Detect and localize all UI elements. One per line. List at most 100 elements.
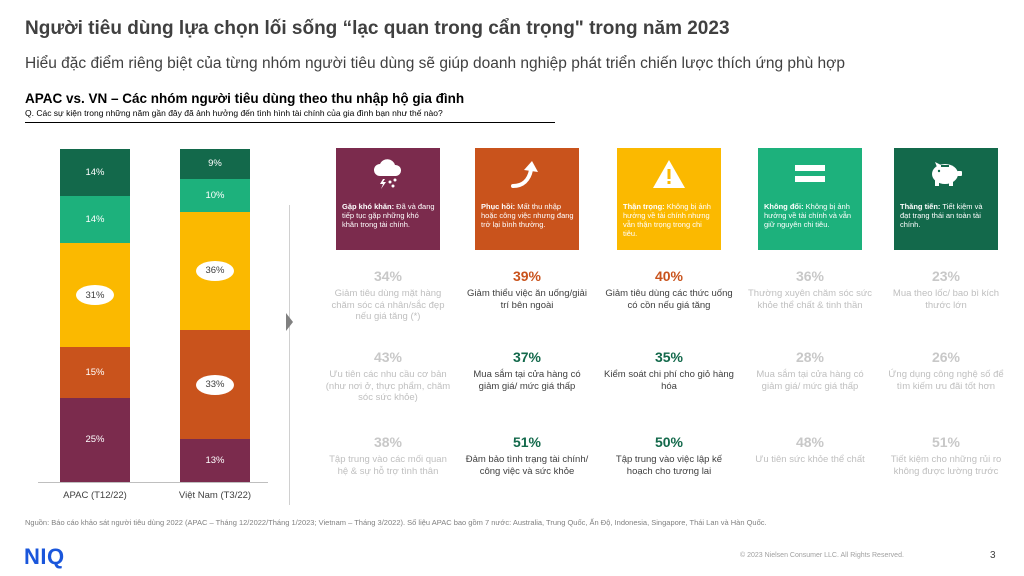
group-name: Gặp khó khăn: — [342, 202, 395, 211]
group-stat: 37% Mua sắm tại cửa hàng có giảm giá/ mức… — [462, 349, 592, 392]
stat-percentage: 36% — [795, 268, 825, 284]
bar-segment: 15% — [60, 347, 130, 398]
stat-description: Giảm tiêu dùng các thức uống có cồn nếu … — [605, 288, 733, 311]
group-card: Thăng tiến: Tiết kiệm và đạt trạng thái … — [894, 148, 998, 250]
section-underline — [25, 122, 555, 123]
stat-description: Mua sắm tại cửa hàng có giảm giá/ mức gi… — [473, 369, 581, 392]
niq-logo: NIQ — [24, 544, 65, 569]
stat-percentage: 51% — [512, 434, 542, 450]
stat-percentage: 50% — [654, 434, 684, 450]
stat-percentage: 26% — [931, 349, 961, 365]
group-stat: 48% Ưu tiên sức khỏe thể chất — [745, 434, 875, 466]
stat-percentage: 23% — [931, 268, 961, 284]
bar-axis-line — [38, 482, 268, 483]
stat-percentage: 39% — [512, 268, 542, 284]
bar-segment: 13% — [180, 439, 250, 482]
stat-description: Thường xuyên chăm sóc sức khỏe thể chất … — [747, 288, 873, 311]
group-stat: 51% Đảm bảo tình trạng tài chính/ công vi… — [462, 434, 592, 477]
group-stat: 26% Ứng dụng công nghệ số để tìm kiếm ưu … — [881, 349, 1011, 392]
group-definition: Không bị ảnh hưởng về tài chính và vẫn g… — [764, 202, 852, 229]
stat-percentage: 37% — [512, 349, 542, 365]
bar-segment: 14% — [60, 196, 130, 244]
bar-segment: 36% — [180, 211, 250, 331]
stat-percentage: 35% — [654, 349, 684, 365]
group-stat: 43% Ưu tiên các nhu cầu cơ bản (như nơi ở… — [323, 349, 453, 404]
bar-value-label: 31% — [76, 285, 114, 306]
stat-description: Giảm thiểu việc ăn uống/giải trí bên ngo… — [467, 288, 587, 311]
divider-arrow — [286, 313, 293, 331]
bar-value-label: 36% — [196, 260, 234, 281]
stat-description: Tập trung vào việc lập kế hoạch cho tươn… — [615, 454, 723, 477]
divider-line — [289, 205, 290, 505]
group-name: Thận trọng: — [623, 202, 665, 211]
source-footnote: Nguồn: Báo cáo khảo sát người tiêu dùng … — [25, 518, 767, 527]
group-name: Phục hồi: — [481, 202, 516, 211]
section-title: APAC vs. VN – Các nhóm người tiêu dùng t… — [25, 91, 465, 106]
stat-description: Tập trung vào các mối quan hệ & sự hỗ tr… — [329, 454, 447, 477]
group-stat: 51% Tiết kiệm cho những rủi ro không được… — [881, 434, 1011, 477]
bar-segment: 10% — [180, 178, 250, 212]
stat-description: Ưu tiên sức khỏe thể chất — [755, 454, 865, 465]
equals-icon — [758, 154, 862, 194]
group-description: Phục hồi: Mất thu nhập hoặc công việc nh… — [481, 202, 575, 229]
stat-description: Đảm bảo tình trạng tài chính/ công việc … — [465, 454, 589, 477]
group-card: Phục hồi: Mất thu nhập hoặc công việc nh… — [475, 148, 579, 250]
stat-percentage: 40% — [654, 268, 684, 284]
page-title: Người tiêu dùng lựa chọn lối sống “lạc q… — [25, 18, 730, 39]
group-stat: 28% Mua sắm tại cửa hàng có giảm giá/ mức… — [745, 349, 875, 392]
stat-description: Giảm tiêu dùng mặt hàng chăm sóc cá nhân… — [331, 288, 445, 322]
stat-description: Ưu tiên các nhu cầu cơ bản (như nơi ở, t… — [325, 369, 451, 403]
bar-segment: 9% — [180, 149, 250, 179]
group-stat: 34% Giảm tiêu dùng mặt hàng chăm sóc cá n… — [323, 268, 453, 323]
group-stat: 50% Tập trung vào việc lập kế hoạch cho t… — [604, 434, 734, 477]
group-name: Không đổi: — [764, 202, 804, 211]
page-number: 3 — [990, 550, 996, 561]
bar-column: 13% 33% 36% 10% 9% — [180, 149, 250, 482]
group-stat: 38% Tập trung vào các mối quan hệ & sự hỗ… — [323, 434, 453, 477]
group-card: Không đổi: Không bị ảnh hưởng về tài chí… — [758, 148, 862, 250]
bar-column: 25% 15% 31% 14% 14% — [60, 149, 130, 482]
bar-category-label: APAC (T12/22) — [63, 490, 127, 501]
bar-value-label: 9% — [208, 158, 222, 170]
group-card: Gặp khó khăn: Đã và đang tiếp tục gặp nh… — [336, 148, 440, 250]
bar-segment: 31% — [60, 243, 130, 348]
stat-description: Mua theo lốc/ bao bì kích thước lớn — [892, 288, 1000, 311]
survey-question: Q. Các sự kiện trong những năm gần đây đ… — [25, 108, 443, 118]
bar-segment: 14% — [60, 149, 130, 197]
group-definition: Không bị ảnh hưởng về tài chính nhưng vẫ… — [623, 202, 711, 238]
group-description: Thận trọng: Không bị ảnh hưởng về tài ch… — [623, 202, 717, 238]
bar-value-label: 15% — [85, 367, 105, 379]
copyright-text: © 2023 Nielsen Consumer LLC. All Rights … — [740, 552, 904, 559]
group-definition: Mất thu nhập hoặc công việc nhưng đang t… — [481, 202, 574, 229]
stat-description: Tiết kiệm cho những rủi ro không được lư… — [890, 454, 1002, 477]
stat-percentage: 38% — [373, 434, 403, 450]
stat-percentage: 34% — [373, 268, 403, 284]
bar-value-label: 14% — [85, 214, 105, 226]
group-description: Thăng tiến: Tiết kiệm và đạt trạng thái … — [900, 202, 994, 229]
bar-value-label: 33% — [196, 374, 234, 395]
bar-value-label: 13% — [205, 455, 225, 467]
group-stat: 23% Mua theo lốc/ bao bì kích thước lớn — [881, 268, 1011, 311]
bar-category-label: Việt Nam (T3/22) — [178, 490, 252, 501]
stat-percentage: 48% — [795, 434, 825, 450]
bar-value-label: 10% — [205, 189, 225, 201]
stat-description: Mua sắm tại cửa hàng có giảm giá/ mức gi… — [756, 369, 864, 392]
group-description: Gặp khó khăn: Đã và đang tiếp tục gặp nh… — [342, 202, 436, 229]
group-stat: 35% Kiểm soát chi phí cho giỏ hàng hóa — [604, 349, 734, 392]
page-subtitle: Hiểu đặc điểm riêng biệt của từng nhóm n… — [25, 55, 845, 72]
stat-description: Ứng dụng công nghệ số để tìm kiếm ưu đãi… — [888, 369, 1004, 392]
bar-segment: 33% — [180, 330, 250, 440]
group-card: Thận trọng: Không bị ảnh hưởng về tài ch… — [617, 148, 721, 250]
stat-description: Kiểm soát chi phí cho giỏ hàng hóa — [604, 369, 734, 392]
group-description: Không đổi: Không bị ảnh hưởng về tài chí… — [764, 202, 858, 229]
group-stat: 40% Giảm tiêu dùng các thức uống có cồn n… — [604, 268, 734, 311]
bar-value-label: 25% — [85, 434, 105, 446]
group-stat: 36% Thường xuyên chăm sóc sức khỏe thể ch… — [745, 268, 875, 311]
bar-segment: 25% — [60, 397, 130, 482]
bar-value-label: 14% — [85, 167, 105, 179]
stat-percentage: 28% — [795, 349, 825, 365]
piggy-bank-icon — [894, 154, 998, 194]
upturn-arrow-icon — [475, 154, 579, 194]
stat-percentage: 43% — [373, 349, 403, 365]
group-definition: Đã và đang tiếp tục gặp những khó khăn t… — [342, 202, 435, 229]
